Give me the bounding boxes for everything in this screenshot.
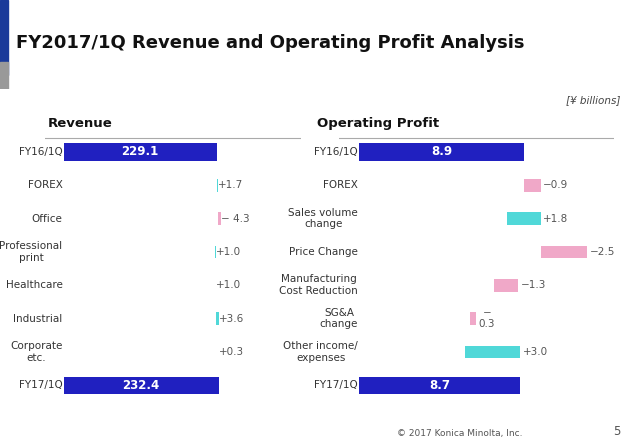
Text: Revenue: Revenue: [48, 117, 113, 130]
Text: −0.9: −0.9: [543, 180, 568, 190]
Text: Corporate
etc.: Corporate etc.: [10, 341, 63, 363]
Bar: [215, 245, 216, 258]
Bar: [216, 179, 218, 191]
Text: Operating Profit: Operating Profit: [317, 117, 438, 130]
Bar: [494, 279, 518, 291]
Text: Manufacturing
Cost Reduction: Manufacturing Cost Reduction: [280, 275, 358, 296]
Text: SG&A
change: SG&A change: [320, 308, 358, 330]
Text: Professional
print: Professional print: [0, 241, 63, 263]
Text: FY17/1Q: FY17/1Q: [19, 380, 63, 390]
Bar: [359, 143, 524, 160]
Text: +3.6: +3.6: [219, 314, 244, 324]
Text: +1.0: +1.0: [216, 280, 241, 290]
Text: 8.9: 8.9: [431, 145, 452, 159]
Bar: [470, 312, 476, 325]
Text: +1.7: +1.7: [218, 180, 243, 190]
Text: FOREX: FOREX: [28, 180, 63, 190]
Text: FOREX: FOREX: [323, 180, 358, 190]
Text: Sales volume
change: Sales volume change: [289, 208, 358, 229]
Text: FY16/1Q: FY16/1Q: [314, 147, 358, 157]
Bar: [0, 62, 8, 89]
Bar: [541, 245, 587, 258]
Text: [¥ billions]: [¥ billions]: [566, 95, 621, 105]
Text: Industrial: Industrial: [13, 314, 63, 324]
Bar: [63, 377, 219, 394]
Bar: [216, 312, 219, 325]
Text: +1.8: +1.8: [543, 214, 568, 224]
Bar: [465, 346, 520, 358]
Text: © 2017 Konica Minolta, Inc.: © 2017 Konica Minolta, Inc.: [397, 429, 522, 438]
Text: − 4.3: − 4.3: [221, 214, 250, 224]
Text: Other income/
expenses: Other income/ expenses: [284, 341, 358, 363]
Bar: [359, 377, 520, 394]
Text: Healthcare: Healthcare: [6, 280, 63, 290]
Text: 5: 5: [613, 425, 621, 438]
Text: −1.3: −1.3: [521, 280, 547, 290]
Text: +1.0: +1.0: [216, 247, 241, 257]
Text: Price Change: Price Change: [289, 247, 358, 257]
Bar: [218, 212, 221, 225]
Bar: [508, 212, 541, 225]
Text: −2.5: −2.5: [589, 247, 615, 257]
Text: +3.0: +3.0: [523, 347, 548, 357]
Text: 8.7: 8.7: [429, 379, 451, 392]
Text: −
0.3: − 0.3: [479, 308, 495, 330]
Text: +0.3: +0.3: [219, 347, 244, 357]
Text: FY17/1Q: FY17/1Q: [314, 380, 358, 390]
Text: Office: Office: [31, 214, 63, 224]
Text: FY2017/1Q Revenue and Operating Profit Analysis: FY2017/1Q Revenue and Operating Profit A…: [16, 34, 525, 51]
Bar: [0, 0, 8, 75]
Text: FY16/1Q: FY16/1Q: [19, 147, 63, 157]
Text: 232.4: 232.4: [122, 379, 160, 392]
Bar: [63, 143, 216, 160]
Bar: [524, 179, 541, 191]
Text: 229.1: 229.1: [122, 145, 159, 159]
